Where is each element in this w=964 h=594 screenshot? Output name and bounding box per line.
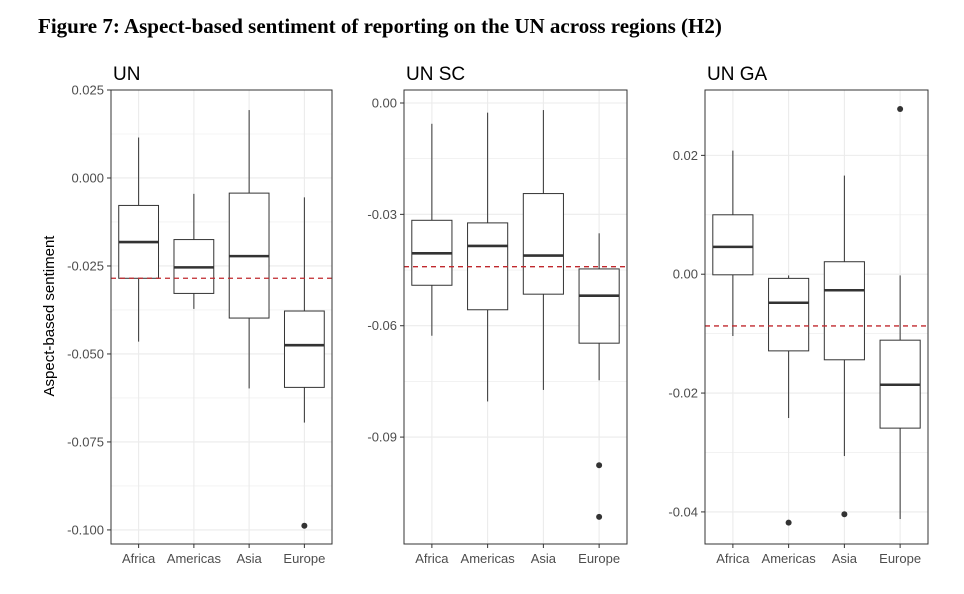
box-body xyxy=(712,214,754,276)
outlier-point xyxy=(841,511,848,518)
x-tick-label: Americas xyxy=(167,551,222,566)
y-tick-label: 0.00 xyxy=(673,267,698,282)
box-body xyxy=(522,193,564,295)
box-body xyxy=(283,310,325,388)
x-tick-label: Africa xyxy=(716,551,750,566)
outlier-point xyxy=(785,519,792,526)
y-tick-label: -0.09 xyxy=(367,430,397,445)
panel-border xyxy=(110,89,333,545)
y-tick-label: 0.025 xyxy=(71,83,104,98)
panel-un-sc: 0.00 -0.03 -0.06 -0.09 Africa Americas Asia Eur… xyxy=(367,64,628,566)
x-tick-label: Asia xyxy=(832,551,858,566)
y-tick-label: -0.06 xyxy=(367,318,397,333)
box-asia xyxy=(823,175,865,518)
panel-title: UN SC xyxy=(406,64,465,85)
y-tick-label: 0.000 xyxy=(71,170,104,185)
x-tick-label: Europe xyxy=(283,551,325,566)
outlier-point xyxy=(596,462,603,469)
box-asia xyxy=(228,110,270,389)
box-body xyxy=(578,268,620,344)
outlier-point xyxy=(897,106,904,113)
outlier-point xyxy=(596,513,603,520)
box-africa xyxy=(411,123,453,336)
outlier-point xyxy=(301,522,308,529)
x-tick-label: Asia xyxy=(236,551,262,566)
box-americas xyxy=(173,193,215,309)
box-europe xyxy=(283,197,325,529)
box-europe xyxy=(879,106,921,520)
y-tick-label: 0.00 xyxy=(372,95,397,110)
box-asia xyxy=(522,110,564,390)
x-tick-label: Europe xyxy=(578,551,620,566)
x-tick-label: Americas xyxy=(762,551,817,566)
panel-title: UN GA xyxy=(707,64,768,85)
y-tick-label: -0.04 xyxy=(668,504,698,519)
y-tick-label: -0.025 xyxy=(67,258,104,273)
box-body xyxy=(768,277,810,352)
figure-title: Figure 7: Aspect-based sentiment of repo… xyxy=(38,14,722,38)
x-tick-label: Europe xyxy=(879,551,921,566)
box-americas xyxy=(768,275,810,526)
y-tick-label: -0.03 xyxy=(367,207,397,222)
box-body xyxy=(823,261,865,361)
y-tick-label: -0.075 xyxy=(67,434,104,449)
y-tick-label: -0.050 xyxy=(67,346,104,361)
x-tick-label: Africa xyxy=(122,551,156,566)
panel-title: UN xyxy=(113,64,140,85)
panel-border xyxy=(403,89,628,545)
y-tick-label: 0.02 xyxy=(673,148,698,163)
box-africa xyxy=(118,137,160,342)
panel-un-ga: 0.02 0.00 -0.02 -0.04 Africa Americas Asia Euro… xyxy=(668,64,929,566)
y-axis-label: Aspect-based sentiment xyxy=(41,235,58,397)
panel-un: 0.025 0.000 -0.025 -0.050 -0.075 -0.100 Africa… xyxy=(67,64,333,566)
panel-border xyxy=(704,89,929,545)
x-tick-label: Americas xyxy=(461,551,516,566)
box-europe xyxy=(578,233,620,520)
y-tick-label: -0.02 xyxy=(668,386,698,401)
x-tick-label: Asia xyxy=(531,551,557,566)
x-tick-label: Africa xyxy=(415,551,449,566)
panel-background xyxy=(705,90,928,544)
y-tick-label: -0.100 xyxy=(67,522,104,537)
